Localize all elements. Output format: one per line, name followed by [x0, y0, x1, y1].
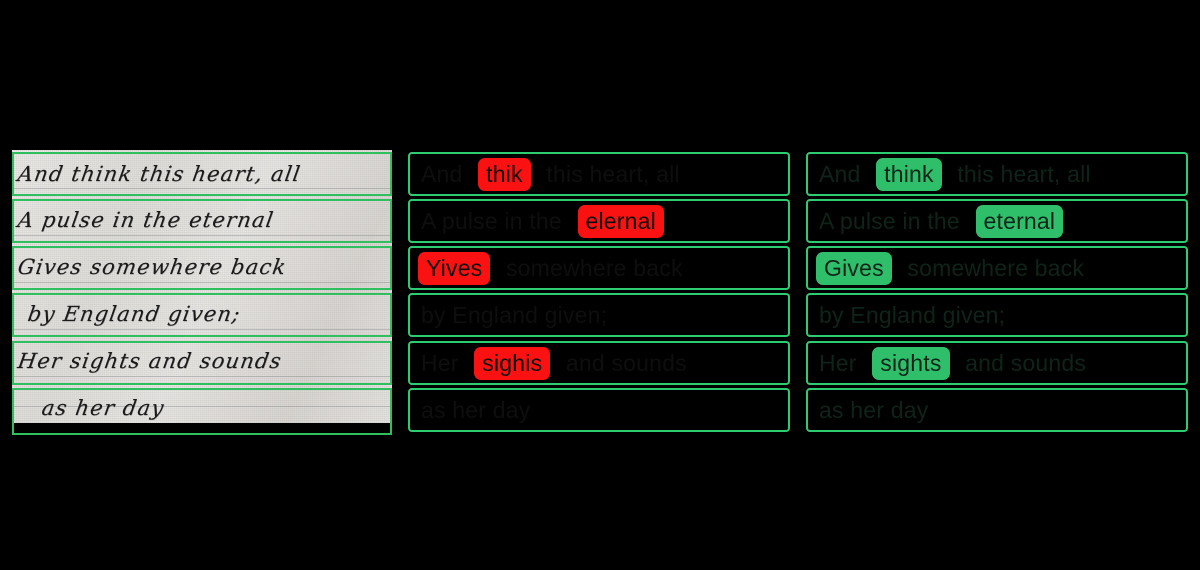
error-word: elernal [577, 204, 664, 238]
groundtruth-row[interactable]: Her sights and sounds [806, 341, 1188, 385]
error-word: thik [478, 157, 531, 191]
prediction-row-text: by England given; [418, 301, 610, 330]
correct-word: Gives [816, 251, 892, 285]
groundtruth-row[interactable]: Gives somewhere back [806, 246, 1188, 290]
plain-word: Her [819, 349, 857, 376]
plain-word: somewhere back [907, 254, 1085, 281]
plain-word: and sounds [565, 349, 687, 376]
plain-word [892, 254, 905, 283]
plain-word: as her day [421, 396, 531, 423]
groundtruth-row-text: as her day [816, 396, 931, 425]
groundtruth-row-text: And think this heart, all [816, 157, 1094, 191]
plain-word: this heart, all [957, 160, 1091, 187]
handwriting-line: Gives somewhere back [16, 255, 289, 279]
prediction-row-text: A pulse in the elernal [418, 204, 664, 238]
correct-word: think [876, 157, 942, 191]
plain-word: A pulse in the [819, 207, 960, 234]
plain-word: and sounds [965, 349, 1087, 376]
plain-word [550, 349, 563, 378]
groundtruth-row-text: A pulse in the eternal [816, 204, 1064, 238]
groundtruth-row-text: by England given; [816, 301, 1008, 330]
plain-word: this heart, all [546, 160, 680, 187]
image-bottom-bar [12, 423, 392, 435]
prediction-row[interactable]: A pulse in the elernal [408, 199, 790, 243]
prediction-row[interactable]: Her sighis and sounds [408, 341, 790, 385]
plain-word [565, 207, 578, 236]
plain-word [864, 160, 877, 189]
paper-rule-line [12, 282, 392, 283]
plain-word [490, 254, 503, 283]
groundtruth-row-text: Her sights and sounds [816, 346, 1089, 380]
paper-rule-line [12, 376, 392, 377]
groundtruth-row[interactable]: And think this heart, all [806, 152, 1188, 196]
plain-word: Her [421, 349, 459, 376]
paper-rule-line [12, 235, 392, 236]
handwriting-line: A pulse in the eternal [16, 208, 276, 232]
paper-rule-line [12, 329, 392, 330]
plain-word [963, 207, 976, 236]
prediction-row-text: And thik this heart, all [418, 157, 683, 191]
groundtruth-row[interactable]: by England given; [806, 293, 1188, 337]
handwriting-line: by England given; [26, 302, 243, 326]
prediction-panel: And thik this heart, all A pulse in the … [408, 150, 790, 435]
plain-word: And [421, 160, 463, 187]
prediction-row-text: Yives somewhere back [418, 251, 686, 285]
handwriting-line: And think this heart, all [16, 162, 303, 186]
groundtruth-row-text: Gives somewhere back [816, 251, 1087, 285]
plain-word: by England given; [819, 301, 1006, 328]
prediction-row[interactable]: Yives somewhere back [408, 246, 790, 290]
plain-word: as her day [819, 396, 929, 423]
handwriting-line: Her sights and sounds [16, 349, 284, 373]
groundtruth-row[interactable]: A pulse in the eternal [806, 199, 1188, 243]
plain-word: by England given; [421, 301, 608, 328]
error-word: sighis [474, 346, 551, 380]
correct-word: eternal [975, 204, 1064, 238]
plain-word [860, 349, 873, 378]
paper-rule-line [12, 188, 392, 189]
prediction-row[interactable]: And thik this heart, all [408, 152, 790, 196]
error-word: Yives [418, 251, 491, 285]
prediction-row[interactable]: by England given; [408, 293, 790, 337]
groundtruth-row[interactable]: as her day [806, 388, 1188, 432]
plain-word: somewhere back [505, 254, 683, 281]
plain-word: A pulse in the [421, 207, 562, 234]
paper-rule-line [12, 406, 392, 407]
plain-word [466, 160, 479, 189]
correct-word: sights [872, 346, 950, 380]
plain-word [950, 349, 963, 378]
plain-word [942, 160, 955, 189]
handwriting-line: as her day [40, 396, 167, 420]
plain-word: And [819, 160, 861, 187]
prediction-row-text: Her sighis and sounds [418, 346, 690, 380]
prediction-row[interactable]: as her day [408, 388, 790, 432]
groundtruth-panel: And think this heart, all A pulse in the… [806, 150, 1188, 435]
prediction-row-text: as her day [418, 396, 533, 425]
handwriting-image: And think this heart, all A pulse in the… [12, 150, 392, 435]
plain-word [462, 349, 475, 378]
handwriting-panel: And think this heart, all A pulse in the… [12, 150, 392, 435]
plain-word [531, 160, 544, 189]
